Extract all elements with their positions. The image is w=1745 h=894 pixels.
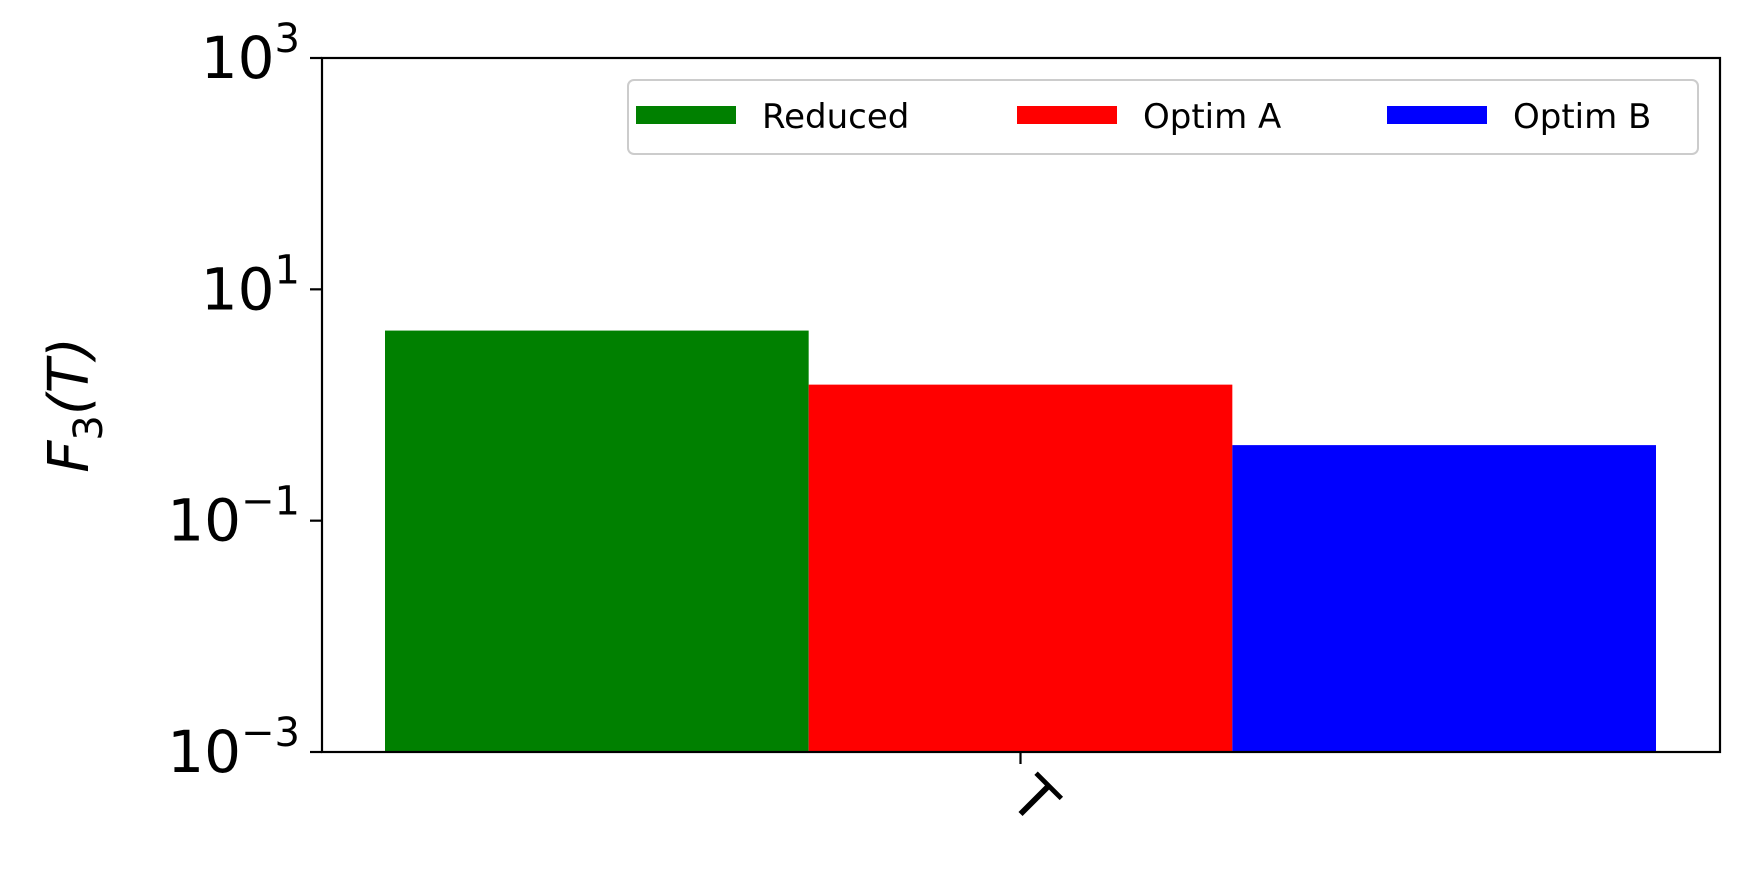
x-axis-ticks: T (997, 752, 1072, 837)
legend: Reduced Optim A Optim B (627, 79, 1699, 155)
bar-optim-b (1232, 445, 1656, 752)
legend-label-reduced: Reduced (762, 97, 909, 137)
x-tick-label: T (997, 763, 1071, 837)
legend-swatch-reduced (636, 106, 736, 124)
legend-label-optim-b: Optim B (1513, 97, 1651, 137)
y-axis-label: F3(T) (37, 337, 112, 473)
legend-frame (627, 79, 1699, 155)
y-axis-ticks: 10−3 10−1 101 103 (167, 16, 322, 786)
y-tick-label: 10−3 (167, 710, 300, 786)
bar-optim-a (808, 384, 1233, 752)
legend-swatch-optim-a (1017, 106, 1117, 124)
bar-reduced (385, 330, 809, 752)
bars-group (385, 330, 1656, 752)
y-tick-label: 10−1 (167, 479, 300, 555)
y-tick-label: 103 (201, 16, 300, 92)
y-tick-label: 101 (201, 247, 300, 323)
legend-label-optim-a: Optim A (1143, 97, 1281, 137)
legend-swatch-optim-b (1387, 106, 1487, 124)
